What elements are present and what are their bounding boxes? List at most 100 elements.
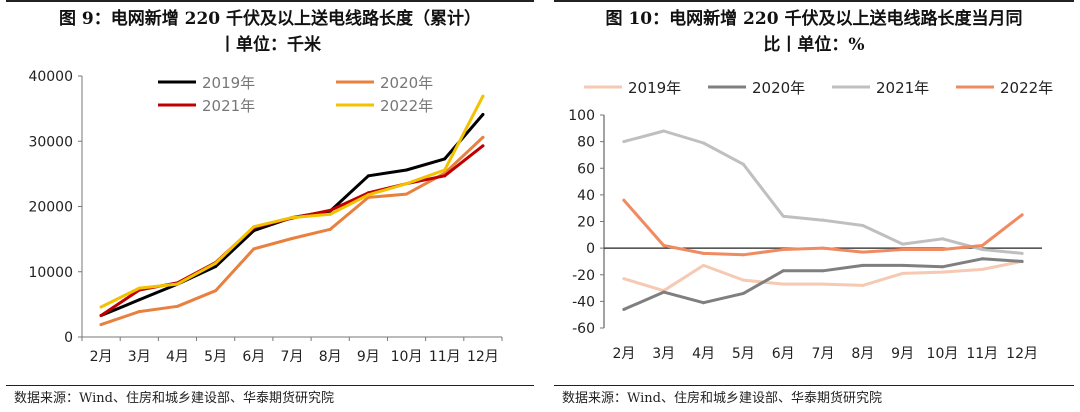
data-point-2020年 xyxy=(328,227,332,231)
data-point-2019年 xyxy=(781,282,785,286)
data-point-2020年 xyxy=(940,265,944,269)
data-point-2022年 xyxy=(290,216,294,220)
data-point-2020年 xyxy=(821,269,825,273)
bottom-rule xyxy=(554,385,1074,386)
y-tick-label: 0 xyxy=(586,241,595,257)
y-tick-label: 40000 xyxy=(28,69,73,85)
data-point-2021年 xyxy=(861,223,865,227)
data-point-2020年 xyxy=(781,269,785,273)
data-point-2022年 xyxy=(443,168,447,172)
data-point-2020年 xyxy=(252,247,256,251)
data-point-2022年 xyxy=(175,282,179,286)
data-point-2019年 xyxy=(821,282,825,286)
bottom-rule xyxy=(6,385,534,386)
data-point-2021年 xyxy=(662,129,666,133)
x-tick-label: 5月 xyxy=(732,346,755,362)
x-tick-label: 3月 xyxy=(652,346,675,362)
y-tick-label: 30000 xyxy=(28,134,73,150)
data-point-2020年 xyxy=(137,310,141,314)
y-tick-label: 10000 xyxy=(28,265,73,281)
cumulative-line-chart: 0 10000 20000 30000 40000 2月 3月 4月 5月 6月 7月 8月 9月 10月… xyxy=(28,69,503,365)
data-point-2022年 xyxy=(328,212,332,216)
data-point-2022年 xyxy=(214,261,218,265)
legend-label: 2021年 xyxy=(202,97,255,115)
series-line-2019年 xyxy=(622,259,1024,293)
chart-panel-yoy: 图 10：电网新增 220 千伏及以上送电线路长度当月同 比丨单位：% -60-… xyxy=(548,0,1080,412)
y-tick-label: 100 xyxy=(568,108,595,124)
data-point-2020年 xyxy=(99,323,103,327)
data-point-2022年 xyxy=(702,251,706,255)
x-tick-label: 9月 xyxy=(891,346,914,362)
source-note: 数据来源：Wind、住房和城乡建设部、华泰期货研究院 xyxy=(14,391,334,406)
yoy-line-chart: -60 -40 -20 0 20 40 60 80 100 2月 3月 4月 5月 6月 7月 8月 9月 10月… xyxy=(568,79,1053,362)
x-tick-label: 4月 xyxy=(692,346,715,362)
x-tick-label: 8月 xyxy=(319,349,342,365)
x-tick-label: 5月 xyxy=(204,349,227,365)
x-tick-label: 4月 xyxy=(166,349,189,365)
legend-label: 2020年 xyxy=(752,79,805,97)
data-point-2021年 xyxy=(940,237,944,241)
data-point-2019年 xyxy=(702,263,706,267)
data-point-2019年 xyxy=(405,168,409,172)
data-point-2021年 xyxy=(702,141,706,145)
data-point-2019年 xyxy=(861,283,865,287)
legend-label: 2022年 xyxy=(1000,79,1053,97)
data-point-2022年 xyxy=(741,253,745,257)
legend-label: 2019年 xyxy=(202,74,255,92)
data-point-2021年 xyxy=(901,242,905,246)
y-tick-label: 40 xyxy=(577,188,595,204)
data-point-2020年 xyxy=(405,192,409,196)
chart-title-line2: 丨单位：千米 xyxy=(219,35,321,55)
data-point-2021年 xyxy=(481,144,485,148)
data-point-2022年 xyxy=(940,247,944,251)
x-tick-label: 7月 xyxy=(281,349,304,365)
data-point-2021年 xyxy=(980,247,984,251)
x-tick-label: 11月 xyxy=(429,349,461,365)
data-point-2019年 xyxy=(741,278,745,282)
data-point-2020年 xyxy=(622,307,626,311)
data-point-2020年 xyxy=(980,257,984,261)
data-point-2019年 xyxy=(366,174,370,178)
data-point-2020年 xyxy=(702,301,706,305)
legend-label: 2019年 xyxy=(628,79,681,97)
y-tick-label: 60 xyxy=(577,161,595,177)
y-tick-label: 20000 xyxy=(28,200,73,216)
data-point-2019年 xyxy=(622,277,626,281)
data-point-2022年 xyxy=(662,243,666,247)
y-tick-label: 80 xyxy=(577,135,595,151)
data-point-2022年 xyxy=(137,286,141,290)
chart-panel-cumulative: 图 9：电网新增 220 千伏及以上送电线路长度（累计） 丨单位：千米 0 100… xyxy=(0,0,540,406)
y-tick-label: 20 xyxy=(577,215,595,231)
x-tick-label: 9月 xyxy=(357,349,380,365)
chart-title-line1: 图 10：电网新增 220 千伏及以上送电线路长度当月同 xyxy=(605,9,1023,29)
data-point-2021年 xyxy=(99,313,103,317)
top-rule xyxy=(554,0,1074,2)
series-line-2022年 xyxy=(99,94,485,309)
data-point-2022年 xyxy=(622,198,626,202)
data-point-2019年 xyxy=(980,267,984,271)
x-tick-label: 7月 xyxy=(812,346,835,362)
top-rule xyxy=(6,0,534,2)
x-tick-label: 11月 xyxy=(966,346,998,362)
source-note: 数据来源：Wind、住房和城乡建设部、华泰期货研究院 xyxy=(562,391,882,406)
data-point-2022年 xyxy=(252,225,256,229)
data-point-2020年 xyxy=(214,289,218,293)
data-point-2021年 xyxy=(328,208,332,212)
chart-title: 图 9：电网新增 220 千伏及以上送电线路长度（累计） 丨单位：千米 xyxy=(0,6,540,58)
data-point-2019年 xyxy=(901,271,905,275)
chart-title-line2: 比丨单位：% xyxy=(763,35,865,55)
legend-label: 2021年 xyxy=(876,79,929,97)
data-point-2022年 xyxy=(1020,213,1024,217)
y-tick-label: -20 xyxy=(572,268,595,284)
x-tick-label: 10月 xyxy=(927,346,959,362)
data-point-2022年 xyxy=(980,243,984,247)
x-tick-label: 8月 xyxy=(851,346,874,362)
y-tick-label: 0 xyxy=(64,330,73,346)
data-point-2020年 xyxy=(662,290,666,294)
data-point-2022年 xyxy=(821,246,825,250)
data-point-2020年 xyxy=(175,304,179,308)
data-point-2022年 xyxy=(405,182,409,186)
data-point-2022年 xyxy=(481,94,485,98)
x-tick-label: 6月 xyxy=(242,349,265,365)
x-tick-label: 12月 xyxy=(1006,346,1038,362)
